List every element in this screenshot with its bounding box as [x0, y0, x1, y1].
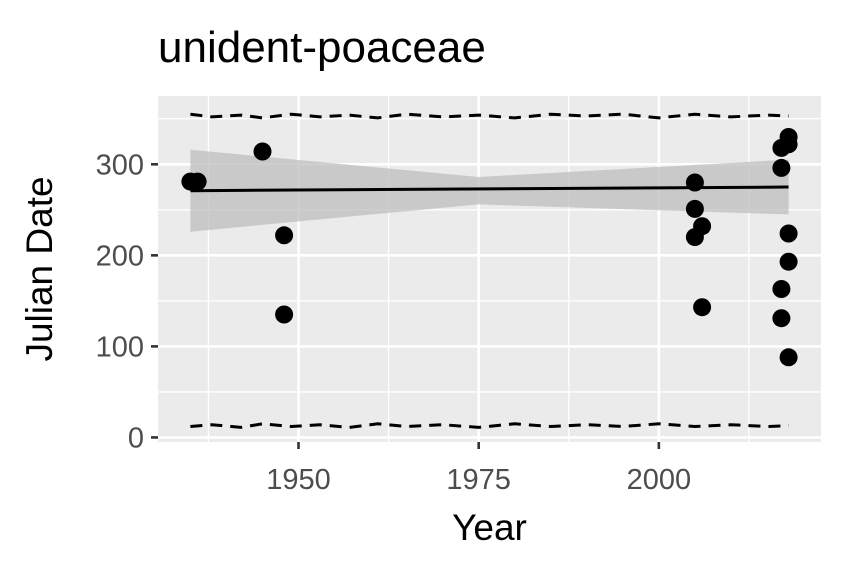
data-point	[685, 173, 704, 192]
data-point	[772, 158, 791, 177]
x-axis: 1950 1975 2000	[266, 442, 691, 496]
x-axis-title: Year	[452, 507, 527, 548]
data-point	[253, 142, 272, 161]
x-tick-label: 1975	[446, 464, 511, 496]
data-point	[693, 298, 712, 317]
data-point	[779, 224, 798, 243]
data-point	[685, 199, 704, 218]
chart-title: unident-poaceae	[158, 23, 486, 72]
grid-major	[158, 96, 821, 442]
confidence-band	[190, 149, 789, 232]
y-tick-label: 0	[128, 422, 144, 454]
data-point	[772, 280, 791, 298]
data-point	[779, 135, 798, 154]
data-point	[275, 305, 294, 324]
y-axis-title: Julian Date	[19, 176, 60, 361]
quantile-layer	[190, 112, 789, 429]
confidence-band-layer	[190, 149, 789, 232]
x-tick-label: 2000	[627, 464, 692, 496]
y-tick-label: 200	[96, 240, 144, 272]
x-tick-label: 1950	[266, 464, 331, 496]
y-axis: 0 100 200 300	[96, 149, 158, 454]
y-tick-label: 100	[96, 331, 144, 363]
points-layer	[181, 128, 798, 367]
data-point	[275, 226, 294, 245]
data-point	[779, 348, 798, 367]
lower-quantile-line	[190, 422, 789, 429]
data-point	[779, 252, 798, 271]
data-point	[188, 172, 207, 191]
y-tick-label: 300	[96, 149, 144, 181]
data-point	[693, 217, 712, 236]
upper-quantile-line	[190, 112, 789, 120]
data-point	[772, 309, 791, 328]
